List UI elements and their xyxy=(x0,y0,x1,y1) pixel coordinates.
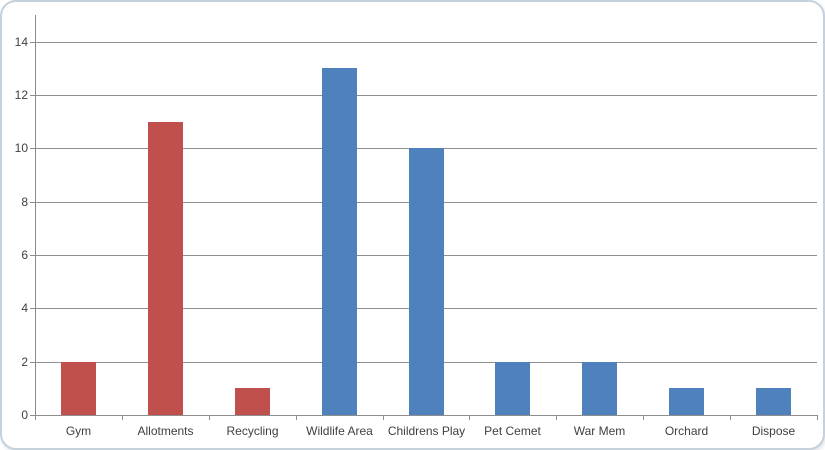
x-axis-label-pet-cemet: Pet Cemet xyxy=(484,424,541,438)
x-axis-tick xyxy=(296,415,297,420)
x-axis-label-gym: Gym xyxy=(65,424,92,438)
y-axis-tick xyxy=(30,415,35,416)
y-axis-tick xyxy=(30,42,35,43)
y-axis-label: 14 xyxy=(14,35,28,49)
y-axis-tick xyxy=(30,95,35,96)
bar-allotments xyxy=(148,122,183,415)
y-axis-label: 6 xyxy=(21,248,28,262)
bar-gym xyxy=(61,362,96,415)
bar-childrens-play xyxy=(409,148,444,415)
bar-pet-cemet xyxy=(495,362,530,415)
x-axis-tick xyxy=(35,415,36,420)
plot-area: 0 2 4 6 8 10 12 14 Gym Allotments Recycling Wildlif… xyxy=(15,15,818,438)
bar-war-mem xyxy=(582,362,617,415)
x-axis-label-war-mem: War Mem xyxy=(573,424,626,438)
x-axis-tick xyxy=(643,415,644,420)
x-axis-label-dispose: Dispose xyxy=(751,424,796,438)
y-axis xyxy=(35,15,36,415)
gridline xyxy=(35,42,817,43)
y-axis-label: 10 xyxy=(14,141,28,155)
y-axis-label: 12 xyxy=(14,88,28,102)
bar-recycling xyxy=(235,388,270,415)
x-axis-tick xyxy=(556,415,557,420)
y-axis-tick xyxy=(30,308,35,309)
x-axis-tick xyxy=(469,415,470,420)
bar-dispose xyxy=(756,388,791,415)
y-axis-label: 0 xyxy=(21,408,28,422)
x-axis-label-childrens-play: Childrens Play xyxy=(387,424,466,438)
x-axis-label-orchard: Orchard xyxy=(664,424,709,438)
x-axis-tick xyxy=(209,415,210,420)
x-axis-label-recycling: Recycling xyxy=(226,424,279,438)
x-axis-label-allotments: Allotments xyxy=(137,424,194,438)
y-axis-label: 8 xyxy=(21,195,28,209)
x-axis-tick xyxy=(383,415,384,420)
x-axis-label-wildlife-area: Wildlife Area xyxy=(306,424,373,438)
y-axis-label: 4 xyxy=(21,301,28,315)
y-axis-label: 2 xyxy=(21,355,28,369)
y-axis-tick xyxy=(30,202,35,203)
y-axis-tick xyxy=(30,148,35,149)
x-axis xyxy=(35,415,817,416)
y-axis-tick xyxy=(30,255,35,256)
x-axis-tick xyxy=(730,415,731,420)
x-axis-tick xyxy=(817,415,818,420)
bar-orchard xyxy=(669,388,704,415)
x-axis-tick xyxy=(122,415,123,420)
y-axis-tick xyxy=(30,362,35,363)
bar-wildlife-area xyxy=(322,68,357,415)
gridline xyxy=(35,95,817,96)
